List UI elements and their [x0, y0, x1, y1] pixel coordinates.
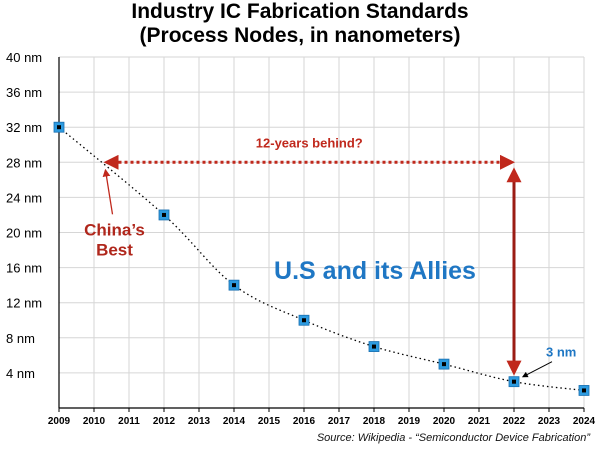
- data-point: [228, 279, 240, 291]
- annotations: 12-years behind? China’s Best U.S and it…: [84, 135, 576, 378]
- y-tick-label: 16 nm: [6, 261, 42, 276]
- y-tick-label: 32 nm: [6, 120, 42, 135]
- data-point: [158, 209, 170, 221]
- data-point: [578, 385, 590, 396]
- x-tick-label: 2011: [118, 416, 140, 427]
- data-point: [368, 341, 380, 352]
- data-point: [508, 376, 520, 388]
- x-tick-labels: 2009 2010 2011 2012 2013 2014 2015 2016 2017 2018…: [48, 416, 596, 427]
- data-point-center: [57, 125, 61, 130]
- y-tick-label: 8 nm: [6, 331, 35, 346]
- x-tick-label: 2017: [328, 416, 351, 427]
- y-tick-label: 36 nm: [6, 85, 42, 100]
- data-point-center: [372, 344, 376, 349]
- axes: [58, 57, 585, 412]
- x-tick-label: 2010: [83, 416, 106, 427]
- data-point-center: [582, 388, 586, 393]
- y-tick-label: 24 nm: [6, 190, 42, 205]
- y-tick-label: 4 nm: [6, 366, 35, 381]
- china-pointer-arrow: [102, 168, 114, 215]
- x-tick-label: 2018: [363, 416, 386, 427]
- chart-title-line-2: (Process Nodes, in nanometers): [139, 24, 461, 47]
- y-tick-label: 28 nm: [6, 155, 42, 170]
- chart-title: Industry IC Fabrication Standards (Proce…: [0, 0, 600, 48]
- x-tick-label: 2020: [433, 416, 456, 427]
- china-label-line-2: Best: [96, 240, 133, 259]
- data-point-center: [162, 212, 166, 217]
- node-3nm-pointer-arrow: [521, 361, 553, 378]
- x-tick-label: 2024: [573, 416, 596, 427]
- source-note: Source: Wikipedia - “Semiconductor Devic…: [316, 432, 590, 444]
- x-tick-label: 2013: [188, 416, 211, 427]
- china-label-line-1: China’s: [84, 220, 145, 239]
- data-point: [53, 121, 65, 133]
- x-tick-label: 2022: [503, 416, 526, 427]
- data-points: [53, 121, 590, 396]
- data-point-center: [232, 283, 236, 288]
- x-tick-label: 2015: [258, 416, 281, 427]
- y-tick-label: 20 nm: [6, 226, 42, 241]
- data-point: [298, 314, 310, 326]
- y-tick-labels: 4 nm 8 nm 12 nm 16 nm 20 nm 24 nm 28 nm 32 nm 36…: [6, 50, 42, 381]
- x-tick-label: 2023: [538, 416, 561, 427]
- gap-label: 12-years behind?: [256, 135, 363, 150]
- x-tick-label: 2019: [398, 416, 421, 427]
- x-tick-label: 2014: [223, 416, 246, 427]
- data-point-center: [302, 318, 306, 323]
- y-tick-label: 40 nm: [6, 50, 42, 65]
- data-point-center: [512, 379, 516, 384]
- chart-title-line-1: Industry IC Fabrication Standards: [131, 0, 469, 23]
- data-point-center: [442, 362, 446, 367]
- x-tick-label: 2016: [293, 416, 316, 427]
- x-tick-label: 2012: [153, 416, 176, 427]
- allies-label: U.S and its Allies: [274, 257, 476, 285]
- y-tick-label: 12 nm: [6, 296, 42, 311]
- node-3nm-label: 3 nm: [546, 345, 576, 360]
- data-point: [438, 358, 450, 370]
- x-tick-label: 2009: [48, 416, 71, 427]
- x-tick-label: 2021: [468, 416, 491, 427]
